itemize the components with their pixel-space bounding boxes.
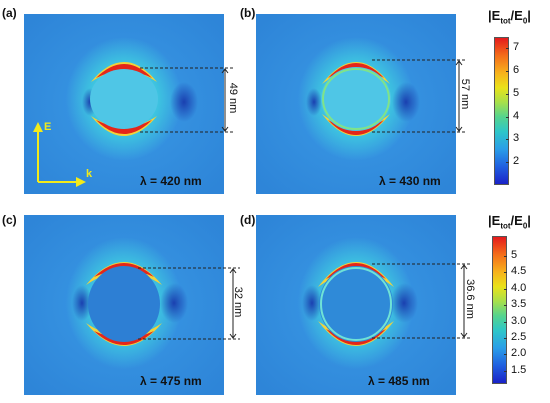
colorbar-tick-mark (506, 48, 509, 50)
colorbar-tick-mark (504, 337, 507, 339)
colorbar-tick-label: 3.0 (511, 314, 527, 327)
k-vector-label: k (86, 168, 93, 180)
colorbar-tick-label: 5 (513, 86, 520, 99)
colorbar-tick-label: 2.5 (511, 330, 527, 343)
colorbar-tick-mark (506, 162, 509, 164)
colorbar-tick-label: 1.5 (511, 363, 527, 376)
colorbar-tick-label: 3.5 (511, 298, 527, 311)
colorbar-tick-mark (506, 116, 509, 118)
colorbar-tick-label: 7 (513, 41, 520, 54)
colorbar-tick-mark (504, 354, 507, 356)
gap-label-c: 32 nm (232, 286, 244, 318)
colorbar-tick-label: 3 (513, 132, 520, 145)
panel-label-d: (d) (240, 213, 256, 227)
colorbar-title-bottom: |Etot/E0| (488, 213, 531, 231)
colorbar-tick-mark (504, 305, 507, 307)
colorbar-tick-mark (504, 272, 507, 274)
gap-marker-b (372, 59, 467, 133)
gap-label-a: 49 nm (227, 82, 239, 114)
wavelength-d: λ = 485 nm (368, 374, 430, 388)
wavelength-a: λ = 420 nm (140, 174, 202, 188)
panel-label-a: (a) (2, 6, 17, 20)
colorbar-tick-label: 5 (511, 248, 518, 261)
colorbar-top (494, 37, 509, 185)
colorbar-tick-label: 4 (513, 109, 520, 122)
e-field-label: E (44, 121, 52, 133)
colorbar-tick-mark (504, 255, 507, 257)
gap-label-b: 57 nm (459, 78, 471, 110)
colorbar-tick-mark (506, 139, 509, 141)
wavelength-c: λ = 475 nm (140, 374, 202, 388)
polarization-axes-icon (33, 122, 86, 187)
colorbar-bottom (492, 236, 507, 384)
gap-marker-d (372, 263, 472, 339)
colorbar-tick-mark (504, 321, 507, 323)
colorbar-tick-label: 4.0 (511, 281, 527, 294)
field-map-b (256, 14, 456, 194)
gap-label-d: 36.6 nm (464, 279, 476, 319)
colorbar-tick-mark (504, 370, 507, 372)
field-map-c (24, 215, 224, 395)
field-map-a (24, 14, 224, 194)
gap-marker-c (138, 267, 240, 340)
colorbar-tick-mark (506, 71, 509, 73)
colorbar-title-top: |Etot/E0| (488, 8, 531, 26)
colorbar-tick-label: 2.0 (511, 347, 527, 360)
field-map-d (256, 215, 456, 395)
gap-marker-a (140, 67, 235, 133)
colorbar-tick-label: 6 (513, 64, 520, 77)
colorbar-tick-label: 4.5 (511, 265, 527, 278)
colorbar-tick-mark (504, 288, 507, 290)
colorbar-tick-label: 2 (513, 155, 520, 168)
panel-label-b: (b) (240, 6, 256, 20)
panel-label-c: (c) (2, 213, 17, 227)
wavelength-b: λ = 430 nm (379, 174, 441, 188)
colorbar-tick-mark (506, 93, 509, 95)
